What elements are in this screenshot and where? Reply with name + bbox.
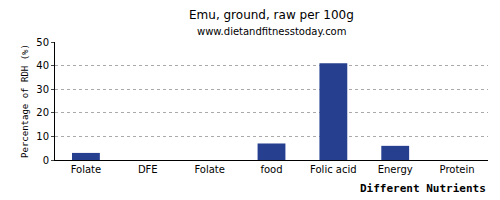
- svg-text:Folate: Folate: [71, 164, 102, 175]
- svg-text:Folate: Folate: [194, 164, 225, 175]
- svg-text:10: 10: [36, 131, 49, 142]
- svg-text:50: 50: [36, 37, 49, 48]
- svg-text:www.dietandfitnesstoday.com: www.dietandfitnesstoday.com: [197, 26, 346, 37]
- svg-text:Different Nutrients: Different Nutrients: [360, 182, 486, 195]
- svg-text:20: 20: [36, 107, 49, 118]
- svg-text:Emu, ground, raw per 100g: Emu, ground, raw per 100g: [189, 8, 354, 22]
- svg-text:0: 0: [43, 155, 49, 166]
- svg-text:DFE: DFE: [138, 164, 158, 175]
- svg-text:30: 30: [36, 84, 49, 95]
- svg-text:Protein: Protein: [440, 164, 475, 175]
- svg-text:Energy: Energy: [378, 164, 413, 175]
- svg-text:Percentage of RDH (%): Percentage of RDH (%): [20, 44, 30, 158]
- svg-text:food: food: [260, 164, 282, 175]
- svg-text:Folic acid: Folic acid: [310, 164, 357, 175]
- svg-text:40: 40: [36, 60, 49, 71]
